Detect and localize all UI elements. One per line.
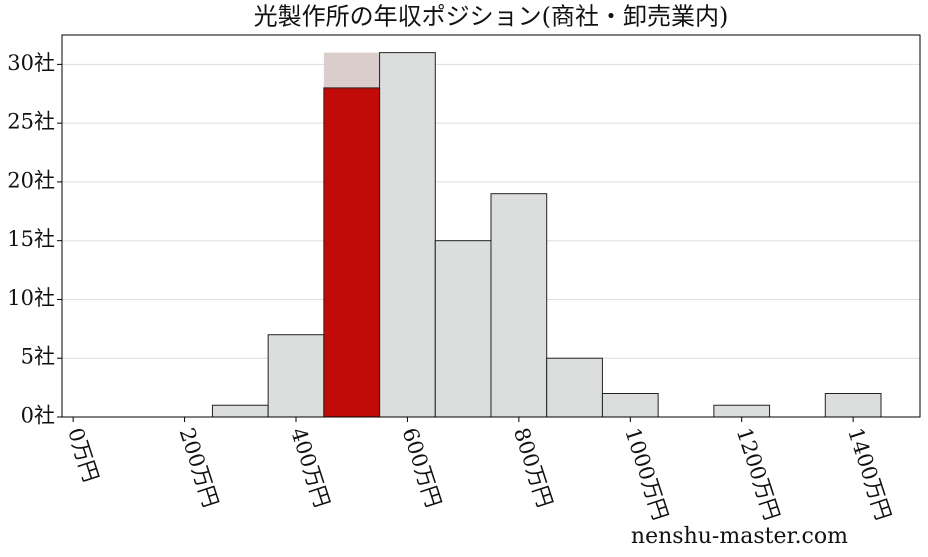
bar	[267, 334, 325, 418]
x-tick-label: 1000万円	[620, 425, 672, 523]
bar	[824, 392, 882, 418]
y-tick-label: 25社	[7, 110, 55, 134]
x-tick-label: 600万円	[397, 425, 445, 510]
x-tick-label: 0万円	[63, 425, 103, 485]
y-tick-label: 10社	[7, 286, 55, 310]
y-tick-label: 5社	[21, 345, 55, 369]
plot-frame	[61, 34, 921, 418]
bar	[601, 392, 659, 418]
y-tick-label: 0社	[21, 404, 55, 428]
bar	[546, 357, 603, 418]
y-tick-label: 15社	[7, 227, 55, 251]
x-tick-label: 800万円	[509, 425, 557, 510]
bar	[490, 193, 548, 418]
chart-title: 光製作所の年収ポジション(商社・卸売業内)	[254, 3, 729, 31]
bar	[211, 404, 269, 418]
x-tick-label: 1200万円	[732, 425, 784, 523]
x-tick-label: 200万円	[175, 425, 223, 510]
watermark: nenshu-master.com	[631, 524, 848, 549]
bar	[713, 404, 771, 418]
bar	[379, 52, 436, 418]
x-tick-label: 400万円	[286, 425, 334, 510]
x-tick-label: 1400万円	[843, 425, 895, 523]
bar	[434, 240, 492, 418]
y-tick-label: 30社	[7, 51, 55, 75]
y-tick-label: 20社	[7, 168, 55, 192]
highlight-bar	[323, 87, 381, 418]
